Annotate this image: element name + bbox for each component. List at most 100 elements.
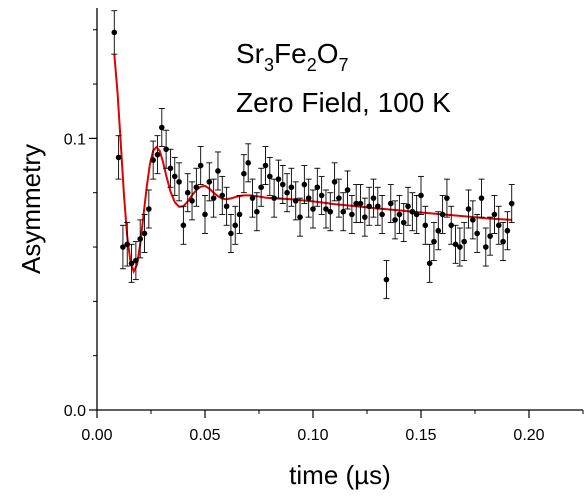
data-marker bbox=[150, 157, 156, 163]
formula-subscript: 3 bbox=[264, 55, 274, 75]
data-marker bbox=[254, 208, 260, 215]
data-point bbox=[430, 222, 437, 262]
data-point bbox=[145, 189, 152, 229]
data-marker bbox=[262, 162, 269, 169]
data-marker bbox=[219, 192, 226, 199]
data-marker bbox=[171, 173, 178, 180]
data-point bbox=[469, 200, 476, 240]
data-marker bbox=[245, 160, 251, 166]
data-marker bbox=[418, 192, 424, 199]
data-marker bbox=[180, 222, 187, 229]
data-point bbox=[249, 178, 256, 218]
data-marker bbox=[465, 206, 472, 212]
axis-ticks: 0.00 0.05 0.10 0.15 0.20 0.0 0.1 bbox=[64, 29, 584, 444]
formula-element: Fe bbox=[274, 38, 307, 69]
data-marker bbox=[167, 165, 174, 172]
data-point bbox=[193, 167, 200, 207]
data-point bbox=[214, 151, 221, 191]
data-point bbox=[383, 260, 390, 300]
data-marker bbox=[154, 151, 161, 158]
data-marker bbox=[146, 206, 152, 212]
data-point bbox=[422, 205, 429, 245]
data-marker bbox=[426, 260, 433, 267]
data-point bbox=[132, 241, 139, 281]
data-marker bbox=[500, 238, 506, 245]
data-marker bbox=[310, 206, 316, 212]
data-point bbox=[335, 178, 342, 218]
data-marker bbox=[495, 222, 502, 229]
data-marker bbox=[271, 195, 277, 201]
data-marker bbox=[392, 217, 398, 223]
data-point bbox=[180, 205, 187, 245]
data-marker bbox=[362, 214, 368, 220]
data-point bbox=[275, 159, 282, 199]
data-marker bbox=[318, 192, 325, 199]
data-point bbox=[443, 178, 450, 218]
y-tick-label: 0.1 bbox=[64, 131, 86, 148]
data-marker bbox=[474, 230, 480, 237]
data-point bbox=[305, 178, 312, 218]
data-point bbox=[206, 162, 213, 202]
data-marker bbox=[202, 211, 208, 218]
data-point bbox=[154, 135, 161, 175]
data-point bbox=[219, 175, 226, 215]
data-point bbox=[223, 186, 230, 226]
data-marker bbox=[340, 208, 347, 215]
data-point bbox=[141, 213, 148, 253]
data-point bbox=[405, 186, 412, 226]
data-point bbox=[310, 189, 316, 229]
data-point bbox=[392, 200, 399, 240]
data-point bbox=[271, 178, 278, 218]
data-marker bbox=[197, 162, 204, 169]
data-marker bbox=[215, 168, 221, 174]
data-point bbox=[167, 148, 174, 188]
data-marker bbox=[267, 173, 273, 180]
plot-frame bbox=[96, 8, 583, 411]
data-marker bbox=[379, 211, 385, 218]
data-marker bbox=[228, 230, 234, 237]
data-point bbox=[184, 173, 191, 213]
data-point bbox=[297, 197, 304, 237]
formula-element: O bbox=[317, 38, 339, 69]
data-point bbox=[318, 175, 325, 215]
data-marker bbox=[111, 29, 118, 36]
data-point bbox=[288, 167, 295, 207]
data-marker bbox=[405, 203, 411, 210]
data-point bbox=[284, 173, 291, 213]
y-tick-label: 0.0 bbox=[64, 403, 86, 420]
data-point bbox=[504, 211, 511, 251]
data-marker bbox=[133, 257, 139, 264]
formula-element: Sr bbox=[236, 38, 264, 69]
data-point bbox=[245, 143, 252, 183]
data-point bbox=[409, 192, 416, 232]
data-point bbox=[396, 194, 403, 234]
data-point bbox=[189, 181, 196, 221]
data-point bbox=[227, 213, 234, 253]
data-marker bbox=[370, 195, 377, 201]
data-marker bbox=[284, 189, 290, 196]
data-marker bbox=[487, 233, 493, 239]
data-point bbox=[491, 194, 498, 234]
data-marker bbox=[137, 236, 143, 242]
data-marker bbox=[184, 189, 191, 196]
y-axis-label: Asymmetry bbox=[16, 144, 46, 274]
data-marker bbox=[210, 195, 217, 201]
data-point bbox=[128, 243, 135, 283]
data-marker bbox=[331, 179, 338, 185]
data-point bbox=[340, 192, 347, 232]
data-marker bbox=[504, 227, 511, 234]
data-marker bbox=[491, 211, 498, 218]
data-marker bbox=[409, 208, 416, 215]
data-point bbox=[487, 216, 494, 256]
data-marker bbox=[115, 154, 122, 161]
data-point bbox=[370, 178, 377, 218]
data-point bbox=[439, 194, 446, 234]
data-marker bbox=[413, 211, 420, 218]
data-marker bbox=[344, 187, 351, 193]
data-marker bbox=[357, 200, 364, 207]
data-point bbox=[202, 194, 208, 234]
data-marker bbox=[159, 124, 165, 131]
data-point bbox=[426, 243, 433, 283]
x-tick-label: 0.10 bbox=[297, 427, 328, 444]
data-marker bbox=[206, 179, 213, 185]
